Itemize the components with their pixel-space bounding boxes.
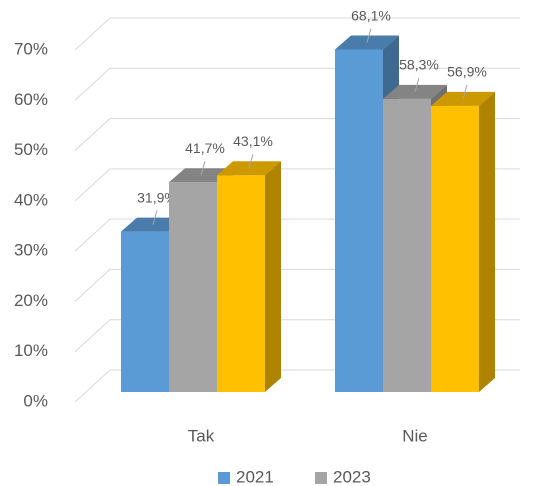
y-tick-label: 20% <box>14 291 48 310</box>
bar-front <box>169 182 217 392</box>
leader-line <box>200 161 206 176</box>
y-tick-label: 0% <box>23 391 48 410</box>
y-tick-label: 10% <box>14 341 48 360</box>
bar-front <box>431 105 479 393</box>
y-tick-label: 50% <box>14 140 48 159</box>
bar-front <box>217 175 265 392</box>
leader-line <box>152 210 158 225</box>
leader-line <box>366 28 372 43</box>
x-tick-label: Tak <box>188 426 215 445</box>
bar-front <box>383 98 431 392</box>
data-label: 43,1% <box>233 133 273 149</box>
bar-front <box>335 49 383 392</box>
bar-top <box>383 84 447 99</box>
legend-label: 2023 <box>333 467 371 486</box>
grid-line <box>74 17 520 51</box>
y-tick-label: 60% <box>14 90 48 109</box>
bar <box>217 161 281 392</box>
data-label: 58,3% <box>399 57 439 73</box>
bar-front <box>121 231 169 392</box>
y-tick-label: 70% <box>14 39 48 58</box>
bar-side <box>479 91 495 393</box>
data-label: 56,9% <box>447 64 487 80</box>
legend-swatch <box>218 472 230 484</box>
bar <box>431 91 495 393</box>
legend-label: 2021 <box>236 467 274 486</box>
y-tick-label: 40% <box>14 190 48 209</box>
y-tick-label: 30% <box>14 241 48 260</box>
data-label: 31,9% <box>137 189 177 205</box>
data-label: 68,1% <box>351 7 391 23</box>
leader-line <box>248 154 254 169</box>
x-tick-label: Nie <box>402 426 428 445</box>
leader-line <box>414 77 420 92</box>
bar-side <box>265 161 281 392</box>
leader-line <box>462 84 468 100</box>
data-label: 41,7% <box>185 140 225 156</box>
legend-swatch <box>315 472 327 484</box>
